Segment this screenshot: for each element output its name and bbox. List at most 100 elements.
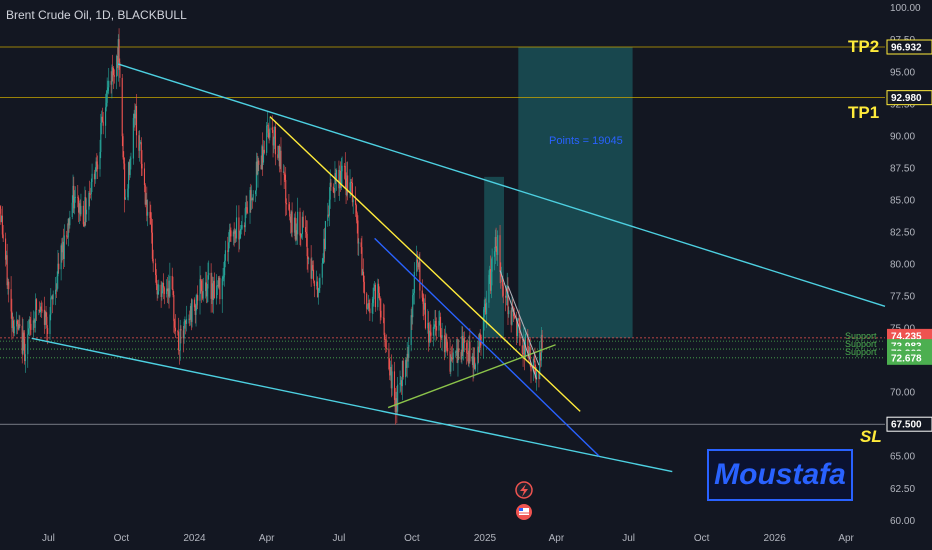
tp2-label: TP2	[848, 37, 879, 56]
candle-body	[22, 332, 24, 354]
candle-body	[374, 284, 376, 308]
candle-body	[80, 205, 82, 215]
bar-zone	[484, 176, 505, 338]
candle-body	[234, 230, 236, 234]
candle-body	[347, 175, 349, 193]
candle-body	[456, 350, 458, 363]
candle-body	[513, 316, 515, 319]
candle-body	[112, 68, 115, 76]
candle-body	[185, 320, 187, 324]
candle-body	[517, 318, 519, 320]
candle-body	[47, 328, 49, 334]
time-axis[interactable]: Jul Oct 2024 Apr Jul Oct 2025 Apr Jul Oct 2026 Apr	[42, 533, 855, 544]
candle-body	[278, 145, 280, 167]
annotation-labels: TP2 TP1 SL Points = 19045 Support Suppor…	[549, 37, 882, 446]
candle-body	[235, 230, 237, 239]
x-tick-label: Jul	[42, 533, 55, 544]
price-badge: 72.678	[887, 350, 932, 365]
candle-body	[308, 258, 310, 260]
candle-body	[283, 171, 285, 175]
candle-body	[274, 126, 276, 139]
candle-body	[528, 349, 530, 357]
tp1-label: TP1	[848, 103, 879, 122]
candle-body	[217, 285, 219, 287]
candle-body	[155, 263, 157, 276]
candle-body	[32, 320, 34, 330]
candle-body	[540, 334, 542, 361]
candle-body	[161, 291, 163, 297]
lightning-icon[interactable]	[515, 481, 533, 499]
candle-body	[368, 303, 370, 309]
candle-body	[295, 230, 297, 240]
candle-body	[197, 295, 199, 301]
candle-body	[394, 399, 396, 413]
candle-body	[485, 303, 487, 315]
candle-body	[307, 256, 309, 259]
y-tick-label: 60.00	[890, 516, 915, 527]
candle-body	[189, 318, 191, 320]
projection-2	[507, 285, 540, 366]
candle-body	[178, 331, 180, 351]
candle-body	[106, 90, 108, 103]
candle-body	[5, 238, 7, 260]
candle-body	[421, 290, 423, 298]
candle-body	[339, 170, 342, 188]
candle-body	[43, 309, 45, 325]
lower-channel	[31, 337, 673, 473]
candle-body	[72, 185, 74, 203]
candle-body	[466, 342, 468, 354]
price-axis[interactable]: 60.0062.5065.0067.5070.0072.5075.0077.50…	[890, 3, 921, 527]
candle-body	[279, 150, 281, 167]
candle-body	[523, 340, 525, 354]
candle-body	[384, 334, 386, 340]
candle-body	[335, 169, 338, 179]
candle-body	[228, 242, 230, 252]
candle-body	[305, 231, 307, 234]
candle-body	[362, 271, 365, 282]
candle-body	[310, 258, 312, 279]
flag-icon[interactable]	[516, 504, 532, 520]
candle-body	[289, 216, 292, 223]
candle-body	[388, 348, 390, 370]
candle-body	[224, 260, 226, 276]
candle-body	[389, 366, 392, 376]
candle-body	[424, 302, 426, 310]
candle-body	[34, 319, 36, 323]
candle-body	[102, 121, 104, 126]
candle-body	[252, 194, 254, 201]
candle-body	[112, 67, 114, 69]
candle-body	[28, 328, 30, 335]
candle-body	[472, 356, 474, 368]
candle-body	[536, 372, 538, 380]
candle-body	[278, 145, 280, 158]
candle-body	[289, 209, 291, 217]
candle-body	[489, 269, 491, 275]
y-tick-label: 87.50	[890, 163, 915, 174]
candle-body	[474, 357, 476, 370]
candle-body	[74, 196, 76, 198]
candle-body	[378, 292, 380, 299]
candle-body	[24, 338, 26, 362]
author-watermark: Moustafa	[707, 449, 853, 501]
candle-body	[24, 354, 26, 362]
candle-body	[399, 382, 401, 385]
candle-body	[145, 199, 147, 205]
candle-body	[251, 198, 253, 201]
candle-body	[240, 228, 242, 230]
candle-body	[83, 224, 85, 227]
candle-body	[233, 231, 235, 234]
candle-body	[467, 353, 469, 364]
candle-body	[212, 283, 214, 301]
candle-body	[166, 288, 168, 295]
candle-body	[116, 55, 119, 68]
candle-body	[299, 211, 301, 236]
candle-body	[511, 307, 513, 325]
candle-body	[367, 303, 369, 309]
candle-body	[12, 320, 15, 334]
candle-body	[250, 190, 252, 201]
zones-layer	[484, 47, 633, 338]
x-tick-label: Oct	[694, 533, 710, 544]
price-badge-text: 92.980	[891, 93, 922, 104]
candle-body	[229, 229, 231, 231]
